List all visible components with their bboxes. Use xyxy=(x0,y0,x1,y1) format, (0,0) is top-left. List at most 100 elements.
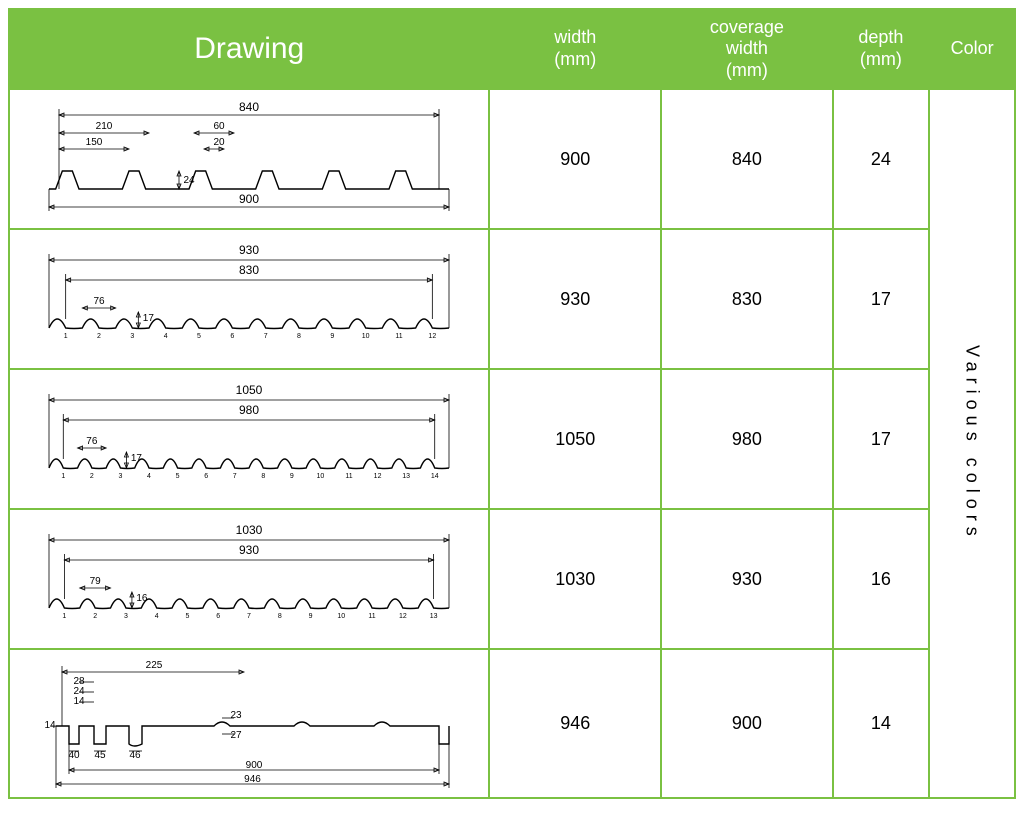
svg-text:76: 76 xyxy=(87,436,99,447)
drawing-cell: 930 830 76 17 123456789101112 xyxy=(9,229,489,369)
svg-text:980: 980 xyxy=(239,403,259,417)
table-row: 1030 930 79 16 12345678910111213 1030 93… xyxy=(9,509,1015,649)
svg-text:9: 9 xyxy=(290,473,294,480)
svg-text:10: 10 xyxy=(317,473,325,480)
svg-text:930: 930 xyxy=(239,243,259,257)
header-depth: depth (mm) xyxy=(833,9,930,89)
drawing-cell: 225 28 24 14 14 40 45 46 23 27 900 946 xyxy=(9,649,489,798)
profile-drawing: 840 210 150 60 20 24 900 xyxy=(34,99,464,219)
width-cell: 930 xyxy=(489,229,661,369)
svg-text:12: 12 xyxy=(429,333,437,340)
svg-text:7: 7 xyxy=(247,613,251,620)
svg-text:150: 150 xyxy=(86,137,103,148)
header-row: Drawing width (mm) coverage width (mm) d… xyxy=(9,9,1015,89)
svg-text:1050: 1050 xyxy=(236,383,263,397)
svg-text:8: 8 xyxy=(262,473,266,480)
svg-text:40: 40 xyxy=(69,750,81,761)
svg-text:14: 14 xyxy=(431,473,439,480)
drawing-cell: 1030 930 79 16 12345678910111213 xyxy=(9,509,489,649)
drawing-cell: 1050 980 76 17 1234567891011121314 xyxy=(9,369,489,509)
profile-drawing: 930 830 76 17 123456789101112 xyxy=(34,242,464,357)
profile-drawing: 225 28 24 14 14 40 45 46 23 27 900 946 xyxy=(34,656,464,791)
profile-drawing: 1050 980 76 17 1234567891011121314 xyxy=(34,382,464,497)
svg-text:3: 3 xyxy=(119,473,123,480)
svg-text:7: 7 xyxy=(233,473,237,480)
svg-text:14: 14 xyxy=(74,696,86,707)
svg-text:830: 830 xyxy=(239,263,259,277)
svg-text:10: 10 xyxy=(362,333,370,340)
svg-text:2: 2 xyxy=(97,333,101,340)
svg-text:930: 930 xyxy=(239,543,259,557)
svg-text:840: 840 xyxy=(239,100,259,114)
table-row: 1050 980 76 17 1234567891011121314 1050 … xyxy=(9,369,1015,509)
svg-text:60: 60 xyxy=(214,121,226,132)
depth-cell: 17 xyxy=(833,229,930,369)
svg-text:10: 10 xyxy=(338,613,346,620)
table-row: 840 210 150 60 20 24 900 900 840 24 Vari… xyxy=(9,89,1015,229)
header-width: width (mm) xyxy=(489,9,661,89)
svg-text:11: 11 xyxy=(369,613,376,620)
depth-cell: 14 xyxy=(833,649,930,798)
header-drawing: Drawing xyxy=(9,9,489,89)
svg-text:900: 900 xyxy=(246,760,263,771)
coverage-cell: 980 xyxy=(661,369,833,509)
svg-text:9: 9 xyxy=(309,613,313,620)
table-body: 840 210 150 60 20 24 900 900 840 24 Vari… xyxy=(9,89,1015,798)
svg-text:1030: 1030 xyxy=(236,523,263,537)
svg-text:8: 8 xyxy=(297,333,301,340)
svg-text:1: 1 xyxy=(64,333,68,340)
svg-text:76: 76 xyxy=(94,296,106,307)
depth-cell: 17 xyxy=(833,369,930,509)
svg-text:2: 2 xyxy=(90,473,94,480)
svg-text:6: 6 xyxy=(231,333,235,340)
svg-text:46: 46 xyxy=(130,750,142,761)
profile-drawing: 1030 930 79 16 12345678910111213 xyxy=(34,522,464,637)
svg-text:45: 45 xyxy=(95,750,107,761)
spec-table: Drawing width (mm) coverage width (mm) d… xyxy=(8,8,1016,799)
depth-cell: 16 xyxy=(833,509,930,649)
svg-text:5: 5 xyxy=(186,613,190,620)
svg-text:20: 20 xyxy=(214,137,226,148)
svg-text:1: 1 xyxy=(63,613,67,620)
svg-text:210: 210 xyxy=(96,121,113,132)
svg-text:4: 4 xyxy=(155,613,159,620)
table-row: 225 28 24 14 14 40 45 46 23 27 900 946 9… xyxy=(9,649,1015,798)
width-cell: 1030 xyxy=(489,509,661,649)
svg-text:27: 27 xyxy=(231,730,243,741)
width-cell: 1050 xyxy=(489,369,661,509)
svg-text:225: 225 xyxy=(146,660,163,671)
svg-text:79: 79 xyxy=(90,576,102,587)
svg-text:7: 7 xyxy=(264,333,268,340)
svg-text:13: 13 xyxy=(430,613,438,620)
svg-text:12: 12 xyxy=(374,473,382,480)
header-width-text: width (mm) xyxy=(554,27,596,69)
color-cell: Various colors xyxy=(929,89,1015,798)
svg-text:5: 5 xyxy=(176,473,180,480)
svg-text:13: 13 xyxy=(402,473,410,480)
svg-text:3: 3 xyxy=(131,333,135,340)
svg-text:23: 23 xyxy=(231,710,243,721)
svg-text:6: 6 xyxy=(217,613,221,620)
coverage-cell: 830 xyxy=(661,229,833,369)
svg-text:11: 11 xyxy=(396,333,403,340)
table-row: 930 830 76 17 123456789101112 930 830 17 xyxy=(9,229,1015,369)
svg-text:14: 14 xyxy=(45,720,57,731)
svg-text:12: 12 xyxy=(399,613,407,620)
header-color: Color xyxy=(929,9,1015,89)
svg-text:8: 8 xyxy=(278,613,282,620)
svg-text:6: 6 xyxy=(204,473,208,480)
header-coverage-text: coverage width (mm) xyxy=(710,17,784,80)
svg-text:11: 11 xyxy=(346,473,353,480)
width-cell: 900 xyxy=(489,89,661,229)
depth-cell: 24 xyxy=(833,89,930,229)
svg-text:1: 1 xyxy=(62,473,66,480)
svg-text:4: 4 xyxy=(147,473,151,480)
coverage-cell: 840 xyxy=(661,89,833,229)
svg-text:16: 16 xyxy=(137,593,149,604)
svg-text:2: 2 xyxy=(93,613,97,620)
svg-text:5: 5 xyxy=(197,333,201,340)
width-cell: 946 xyxy=(489,649,661,798)
coverage-cell: 900 xyxy=(661,649,833,798)
svg-text:3: 3 xyxy=(124,613,128,620)
drawing-cell: 840 210 150 60 20 24 900 xyxy=(9,89,489,229)
